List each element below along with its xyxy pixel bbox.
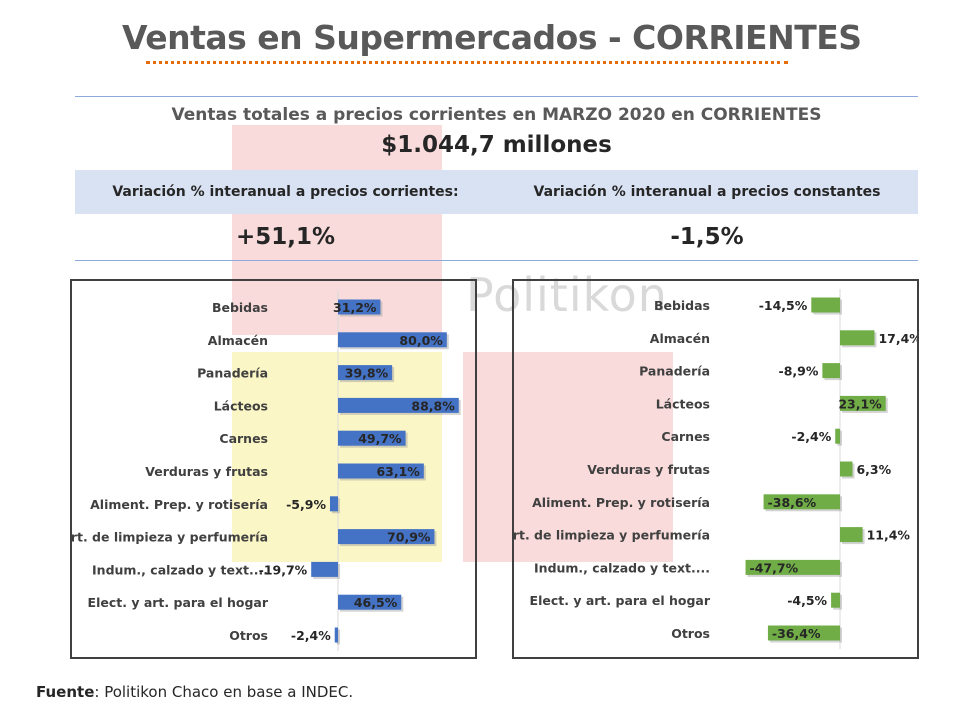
category-label: Aliment. Prep. y rotisería — [90, 497, 268, 512]
data-label: 39,8% — [345, 366, 389, 381]
category-label: Almacén — [208, 333, 268, 348]
title-underline — [146, 61, 788, 64]
bar — [811, 297, 840, 313]
data-label: 46,5% — [354, 595, 398, 610]
category-label: Otros — [229, 628, 268, 643]
bar — [840, 527, 863, 543]
data-label: -8,9% — [779, 364, 819, 379]
category-label: Art. de limpieza y perfumería — [72, 530, 268, 545]
summary-header-band — [75, 170, 918, 214]
category-label: Bebidas — [212, 300, 268, 315]
summary-total: $1.044,7 millones — [381, 132, 612, 158]
bar — [831, 592, 840, 608]
watermark-block-red-top — [232, 125, 442, 335]
summary-value-constant-prices: -1,5% — [670, 224, 744, 250]
bar — [329, 496, 338, 512]
category-label: Panadería — [197, 366, 268, 381]
summary-header-current-prices: Variación % interanual a precios corrien… — [112, 184, 459, 200]
data-label: 80,0% — [399, 333, 443, 348]
bar — [822, 363, 840, 379]
data-label: -4,5% — [787, 593, 827, 608]
data-label: -2,4% — [291, 628, 331, 643]
data-label: -2,4% — [791, 429, 831, 444]
category-label: Verduras y frutas — [145, 464, 268, 479]
bar — [840, 395, 886, 411]
data-label: 17,4% — [878, 331, 917, 346]
data-label: 23,1% — [838, 396, 882, 411]
watermark-text: Politikon — [466, 268, 668, 322]
source-label: Fuente — [36, 683, 95, 701]
data-label: 31,2% — [333, 300, 377, 315]
bar — [338, 397, 459, 413]
data-label: -19,7% — [259, 562, 308, 577]
category-label: Otros — [671, 626, 710, 641]
data-label: 11,4% — [867, 528, 911, 543]
source-note: Fuente: Politikon Chaco en base a INDEC. — [36, 683, 353, 701]
bar — [338, 430, 406, 446]
summary-subtitle: Ventas totales a precios corrientes en M… — [171, 105, 822, 125]
category-label: Art. de limpieza y perfumería — [514, 528, 710, 543]
category-label: Elect. y art. para el hogar — [88, 595, 269, 610]
data-label: -5,9% — [286, 497, 326, 512]
bar — [338, 365, 393, 381]
chart-constant-prices: Bebidas -14,5% Almacén 17,4% Panadería -8,9% L… — [514, 289, 917, 649]
watermark-block-red-bottom — [463, 352, 673, 562]
category-label: Lácteos — [214, 398, 268, 413]
bar — [338, 594, 402, 610]
data-label: 63,1% — [376, 464, 420, 479]
chart-current-prices: Bebidas 31,2% Almacén 80,0% Panadería 39,8% Lá… — [72, 291, 461, 651]
category-label: Indum., calzado y text.... — [534, 560, 710, 575]
source-text: : Politikon Chaco en base a INDEC. — [94, 683, 354, 701]
chart-current-prices-panel: Bebidas 31,2% Almacén 80,0% Panadería 39,8% Lá… — [70, 279, 477, 659]
summary-header-constant-prices: Variación % interanual a precios constan… — [533, 184, 881, 200]
category-label: Panadería — [639, 364, 710, 379]
bar — [840, 330, 875, 346]
chart-constant-prices-panel: Bebidas -14,5% Almacén 17,4% Panadería -8,9% L… — [512, 279, 919, 659]
bar — [338, 332, 447, 348]
summary-value-current-prices: +51,1% — [235, 224, 336, 250]
bar — [338, 529, 435, 545]
bar — [311, 561, 338, 577]
data-label: -36,4% — [772, 626, 821, 641]
category-label: Bebidas — [654, 298, 710, 313]
summary-top-rule — [75, 96, 918, 97]
bar-shadow — [336, 629, 340, 645]
category-label: Elect. y art. para el hogar — [530, 593, 711, 608]
bar — [338, 463, 424, 479]
bar — [763, 494, 840, 510]
bar — [840, 461, 853, 477]
category-label: Lácteos — [656, 396, 710, 411]
watermark-block-yellow — [232, 352, 442, 562]
data-label: -47,7% — [750, 560, 799, 575]
category-label: Aliment. Prep. y rotisería — [532, 495, 710, 510]
bar — [745, 559, 840, 575]
data-label: 49,7% — [358, 431, 402, 446]
category-label: Indum., calzado y text.... — [92, 562, 268, 577]
category-label: Carnes — [661, 429, 710, 444]
category-label: Verduras y frutas — [587, 462, 710, 477]
data-label: 70,9% — [387, 530, 431, 545]
bar — [835, 428, 840, 444]
data-label: -14,5% — [759, 298, 808, 313]
data-label: 88,8% — [411, 398, 455, 413]
bar — [334, 627, 338, 643]
summary-table: Ventas totales a precios corrientes en M… — [75, 96, 918, 261]
data-label: -38,6% — [768, 495, 817, 510]
category-label: Carnes — [219, 431, 268, 446]
bar — [338, 299, 381, 315]
data-label: 6,3% — [856, 462, 891, 477]
summary-bottom-rule — [75, 260, 918, 261]
page-title: Ventas en Supermercados - CORRIENTES — [122, 18, 862, 57]
bar — [767, 625, 840, 641]
category-label: Almacén — [650, 331, 710, 346]
